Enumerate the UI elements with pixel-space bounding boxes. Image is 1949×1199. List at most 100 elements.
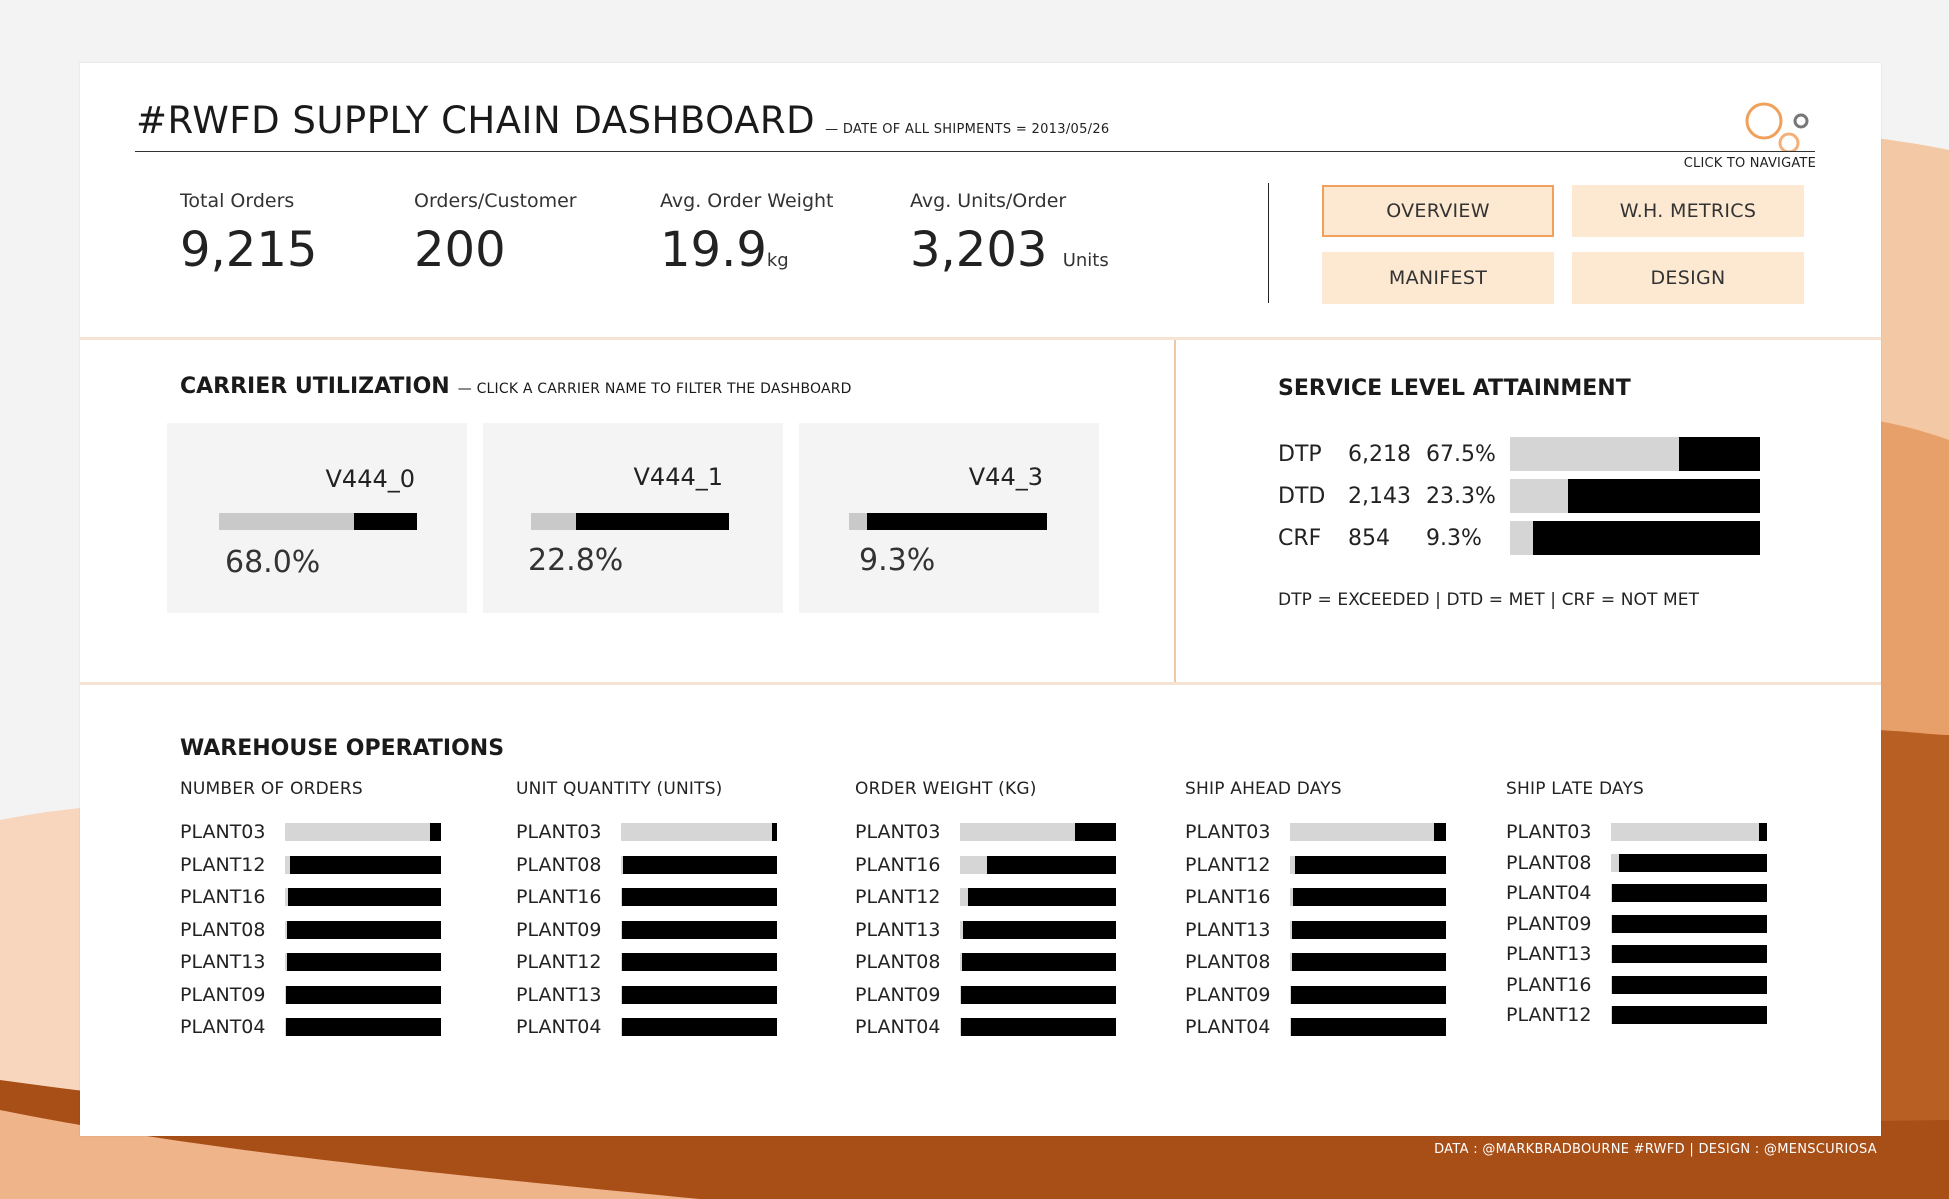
warehouse-plant-label: PLANT08: [516, 853, 602, 876]
page-title: #RWFD SUPPLY CHAIN DASHBOARD: [136, 99, 816, 142]
section-divider: [80, 337, 1881, 340]
sla-bar-fill: [1510, 479, 1569, 513]
carrier-subtitle: — CLICK A CARRIER NAME TO FILTER THE DAS…: [457, 381, 852, 397]
warehouse-row[interactable]: PLANT08: [1185, 951, 1446, 973]
warehouse-row[interactable]: PLANT04: [855, 1016, 1116, 1038]
warehouse-share-bar-fill: [1290, 888, 1294, 906]
warehouse-row[interactable]: PLANT12: [180, 854, 441, 876]
warehouse-row[interactable]: PLANT13: [1185, 919, 1446, 941]
warehouse-plant-label: PLANT12: [855, 886, 941, 908]
warehouse-plant-label: PLANT09: [180, 983, 266, 1006]
warehouse-row[interactable]: PLANT12: [855, 886, 1116, 908]
warehouse-share-bar: [960, 888, 1116, 906]
warehouse-share-bar: [1290, 855, 1446, 874]
warehouse-share-bar-fill: [285, 855, 290, 874]
warehouse-row[interactable]: PLANT09: [855, 983, 1116, 1006]
warehouse-row[interactable]: PLANT09: [1506, 913, 1767, 935]
warehouse-row[interactable]: PLANT16: [516, 886, 777, 908]
warehouse-share-bar-fill: [960, 953, 962, 971]
warehouse-plant-label: PLANT08: [855, 951, 941, 973]
warehouse-row[interactable]: PLANT09: [1185, 984, 1446, 1006]
sla-pct: 67.5%: [1426, 441, 1496, 467]
title-row: #RWFD SUPPLY CHAIN DASHBOARD — DATE OF A…: [136, 99, 1109, 142]
warehouse-section-title: WAREHOUSE OPERATIONS: [180, 736, 505, 761]
warehouse-column: NUMBER OF ORDERS PLANT03 PLANT12 PLANT16 PLA…: [180, 779, 441, 1038]
warehouse-row[interactable]: PLANT04: [1506, 882, 1767, 904]
warehouse-plant-label: PLANT13: [516, 983, 602, 1006]
warehouse-row[interactable]: PLANT09: [180, 983, 441, 1006]
warehouse-share-bar-fill: [960, 888, 968, 906]
warehouse-row[interactable]: PLANT04: [516, 1016, 777, 1038]
circles-logo-icon[interactable]: [1745, 81, 1815, 151]
overview-button[interactable]: OVERVIEW: [1322, 185, 1554, 237]
warehouse-row[interactable]: PLANT03: [516, 821, 777, 843]
carrier-share-pct: 68.0%: [225, 545, 321, 580]
warehouse-row[interactable]: PLANT03: [1506, 821, 1767, 843]
warehouse-row[interactable]: PLANT13: [855, 919, 1116, 941]
warehouse-row[interactable]: PLANT08: [1506, 852, 1767, 874]
warehouse-column-header: SHIP AHEAD DAYS: [1185, 779, 1342, 799]
warehouse-row[interactable]: PLANT13: [516, 983, 777, 1006]
warehouse-row[interactable]: PLANT13: [180, 951, 441, 973]
warehouse-column: SHIP LATE DAYS PLANT03 PLANT08 PLANT04 PLANT…: [1506, 779, 1767, 1026]
warehouse-share-bar-fill: [1290, 855, 1295, 874]
warehouse-share-bar: [1290, 985, 1446, 1004]
warehouse-row[interactable]: PLANT03: [180, 821, 441, 843]
warehouse-row[interactable]: PLANT13: [1506, 943, 1767, 965]
warehouse-row[interactable]: PLANT16: [1506, 974, 1767, 996]
warehouse-plant-label: PLANT08: [180, 918, 266, 941]
manifest-button[interactable]: MANIFEST: [1322, 252, 1554, 304]
sla-code: DTD: [1278, 483, 1326, 509]
carrier-card[interactable]: V444_0 68.0%: [167, 423, 467, 613]
carrier-name[interactable]: V444_0: [325, 465, 416, 493]
warehouse-row[interactable]: PLANT04: [180, 1016, 441, 1038]
warehouse-row[interactable]: PLANT16: [855, 854, 1116, 876]
warehouse-row[interactable]: PLANT12: [1506, 1004, 1767, 1026]
warehouse-row[interactable]: PLANT16: [1185, 886, 1446, 908]
warehouse-row[interactable]: PLANT12: [516, 951, 777, 973]
warehouse-share-bar: [285, 1018, 441, 1036]
warehouse-share-bar-fill: [1611, 945, 1612, 963]
warehouse-row[interactable]: PLANT08: [180, 918, 441, 941]
design-button[interactable]: DESIGN: [1572, 252, 1804, 304]
warehouse-share-bar: [621, 855, 777, 874]
warehouse-plant-label: PLANT04: [1185, 1016, 1271, 1038]
wh-metrics-button[interactable]: W.H. METRICS: [1572, 185, 1804, 237]
warehouse-row[interactable]: PLANT09: [516, 919, 777, 941]
sla-bar-fill: [1510, 521, 1534, 555]
carrier-share-pct: 22.8%: [528, 543, 624, 578]
warehouse-row[interactable]: PLANT12: [1185, 854, 1446, 876]
warehouse-row[interactable]: PLANT08: [516, 853, 777, 876]
warehouse-share-bar: [960, 985, 1116, 1004]
warehouse-row[interactable]: PLANT03: [855, 821, 1116, 843]
warehouse-share-bar: [285, 855, 441, 874]
warehouse-plant-label: PLANT09: [855, 983, 941, 1006]
warehouse-row[interactable]: PLANT03: [1185, 821, 1446, 843]
kpi-divider: [1268, 183, 1269, 303]
warehouse-plant-label: PLANT04: [516, 1016, 602, 1038]
warehouse-share-bar: [621, 985, 777, 1004]
kpi-value: 3,203: [910, 222, 1048, 278]
warehouse-row[interactable]: PLANT08: [855, 951, 1116, 973]
warehouse-share-bar-fill: [285, 920, 287, 939]
carrier-card[interactable]: V444_1 22.8%: [483, 423, 783, 613]
warehouse-plant-label: PLANT12: [516, 951, 602, 973]
carrier-name[interactable]: V44_3: [968, 463, 1043, 491]
warehouse-plant-label: PLANT12: [1506, 1004, 1592, 1026]
carrier-card[interactable]: V44_3 9.3%: [799, 423, 1099, 613]
sla-row: CRF 854 9.3%: [1278, 521, 1760, 555]
sla-row: DTP 6,218 67.5%: [1278, 437, 1760, 471]
kpi-avg-order-weight: Avg. Order Weight 19.9kg: [660, 190, 910, 278]
warehouse-share-bar-fill: [960, 1018, 961, 1036]
warehouse-row[interactable]: PLANT04: [1185, 1016, 1446, 1038]
warehouse-row[interactable]: PLANT16: [180, 886, 441, 908]
warehouse-share-bar-fill: [1290, 953, 1292, 971]
sla-code: DTP: [1278, 441, 1322, 467]
carrier-name[interactable]: V444_1: [633, 463, 724, 491]
carrier-share-pct: 9.3%: [859, 543, 936, 578]
carrier-share-bar: [219, 513, 417, 530]
warehouse-share-bar-fill: [1290, 1018, 1291, 1036]
sla-section-title: SERVICE LEVEL ATTAINMENT: [1278, 376, 1631, 401]
page-subtitle: — DATE OF ALL SHIPMENTS = 2013/05/26: [825, 122, 1110, 137]
warehouse-column-header: UNIT QUANTITY (UNITS): [516, 779, 723, 799]
